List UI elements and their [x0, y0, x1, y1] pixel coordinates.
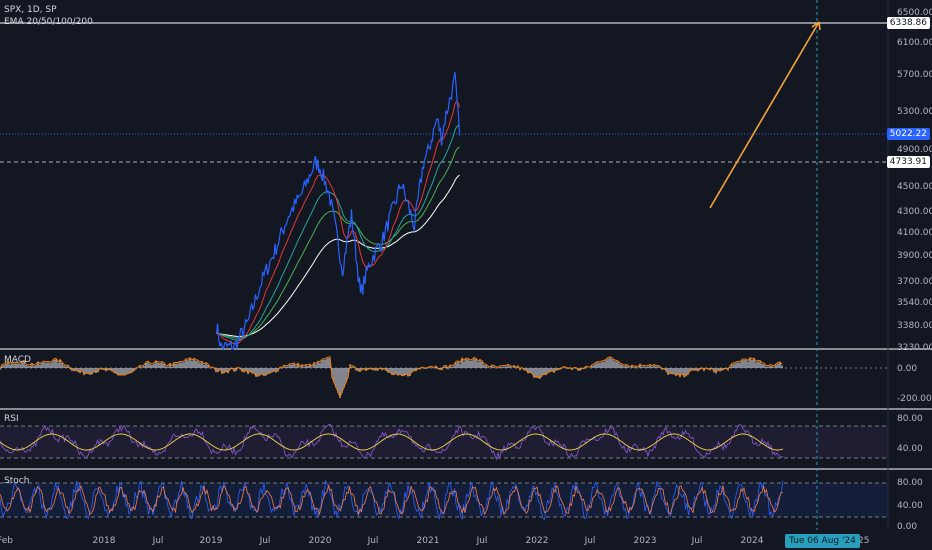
- price-axis[interactable]: 6500.00 6100.00 5700.00 5300.00 4900.00 4500.…: [897, 8, 932, 353]
- cursor-date-tag: Tue 06 Aug '24: [785, 534, 860, 548]
- time-axis[interactable]: Feb 2018 Jul 2019 Jul 2020 Jul 2021 Jul 2022 Jul 20…: [0, 536, 869, 546]
- stoch-tick-label: 80.00: [897, 478, 923, 488]
- time-tick-label: Jul: [152, 536, 164, 546]
- rsi-line: [0, 423, 784, 461]
- ema20-path: [216, 101, 460, 345]
- price-tick-label: 4900.00: [897, 145, 932, 155]
- price-tick-label: 4300.00: [897, 207, 932, 217]
- support-price-tag: 4733.91: [886, 156, 930, 168]
- ema100-path: [216, 146, 460, 339]
- ema50-line: [216, 124, 460, 341]
- symbol-legend[interactable]: SPX, 1D, SP: [4, 5, 57, 15]
- macd-signal-path: [0, 356, 783, 399]
- price-tick-label: 3380.00: [897, 321, 932, 331]
- ema20-line: [216, 101, 460, 345]
- rsi-path: [0, 423, 784, 461]
- projection-arrow-head: [811, 21, 821, 31]
- price-tick-label: 4100.00: [897, 228, 932, 238]
- price-tick-label: 3540.00: [897, 298, 932, 308]
- rsi-tick-label: 80.00: [897, 414, 923, 424]
- time-tick-label: Feb: [0, 536, 13, 546]
- macd-tick-label: 0.00: [897, 364, 917, 374]
- price-tick-label: 5300.00: [897, 107, 932, 117]
- price-tick-label: 3230.00: [897, 343, 932, 353]
- time-tick-label: 2022: [526, 536, 549, 546]
- time-tick-label: Jul: [691, 536, 703, 546]
- ema200-path: [216, 174, 460, 337]
- macd-legend[interactable]: MACD: [4, 355, 31, 365]
- macd-line: [0, 356, 783, 399]
- current-price-tag: 5022.22: [886, 128, 930, 140]
- price-line: [215, 72, 461, 351]
- price-tick-label: 5700.00: [897, 70, 932, 80]
- rsi-legend[interactable]: RSI: [4, 414, 19, 424]
- ema50-path: [216, 124, 460, 341]
- price-tick-label: 3700.00: [897, 277, 932, 287]
- price-tick-label: 6500.00: [897, 8, 932, 18]
- time-tick-label: Jul: [367, 536, 379, 546]
- time-tick-label: 2021: [417, 536, 440, 546]
- time-tick-label: 2023: [634, 536, 657, 546]
- time-tick-label: Jul: [476, 536, 488, 546]
- stoch-line: [0, 479, 784, 521]
- price-tick-label: 4500.00: [897, 182, 932, 192]
- stoch-k-path: [0, 479, 784, 521]
- price-tick-label: 6100.00: [897, 38, 932, 48]
- rsi-ma-path: [0, 433, 784, 451]
- time-tick-label: 2024: [741, 536, 764, 546]
- macd-tick-label: -200.00: [897, 394, 932, 404]
- rsi-tick-label: 40.00: [897, 444, 923, 454]
- indicator-axes: 0.00 -200.00 80.00 40.00 80.00 40.00 0.00: [897, 364, 932, 532]
- time-tick-label: 2020: [309, 536, 332, 546]
- stoch-legend[interactable]: Stoch: [4, 476, 30, 486]
- ema100-line: [216, 146, 460, 339]
- time-tick-label: Jul: [584, 536, 596, 546]
- projection-arrow[interactable]: [709, 21, 820, 209]
- price-series-path: [215, 72, 461, 351]
- stoch-d-path: [0, 483, 784, 516]
- time-tick-label: 2019: [200, 536, 223, 546]
- target-price-tag: 6338.86: [886, 17, 930, 29]
- time-tick-label: 2018: [93, 536, 116, 546]
- stoch-tick-label: 0.00: [897, 522, 917, 532]
- ema-legend[interactable]: EMA 20/50/100/200: [4, 17, 93, 27]
- rsi-band: [0, 426, 888, 458]
- time-tick-label: Jul: [259, 536, 271, 546]
- price-tick-label: 3900.00: [897, 251, 932, 261]
- stoch-tick-label: 40.00: [897, 501, 923, 511]
- ema200-line: [216, 174, 460, 337]
